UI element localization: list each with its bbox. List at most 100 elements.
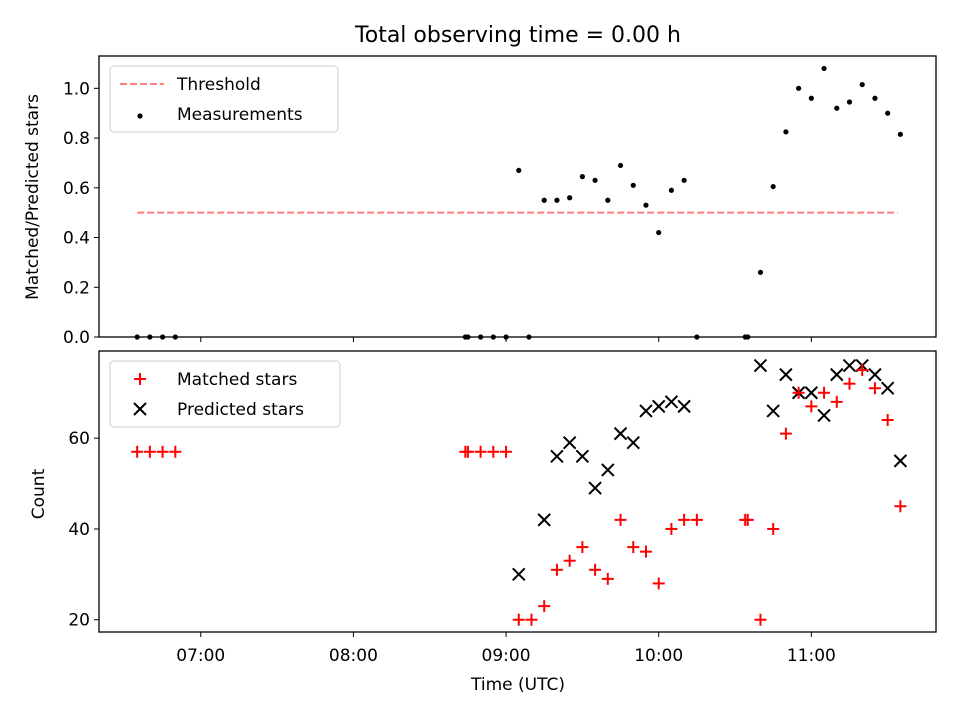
matched-point [525,613,538,626]
top-y-tick-label: 0.6 [63,179,90,199]
bottom-legend: Matched stars Predicted stars [109,360,341,428]
predicted-point [842,358,857,373]
predicted-point [601,463,615,477]
matched-point [474,445,487,458]
top-axes-frame [98,55,937,338]
predicted-point-stroke [893,454,908,468]
predicted-point [575,449,590,464]
predicted-point-stroke [613,426,628,441]
predicted-point [677,399,691,414]
matched-point [741,513,754,526]
matched-point [461,445,474,458]
measurement-point [579,174,585,180]
bottom-legend-box [109,360,341,428]
bottom-x-tick-label: 07:00 [176,646,225,666]
matched-point [500,445,513,458]
predicted-point [626,435,640,450]
measurement-point [643,202,649,208]
measurement-point [821,65,827,72]
matched-point [639,545,652,558]
bottom-x-tick-label: 08:00 [329,646,378,666]
ratio-panel: Total observing time = 0.00 h Matched/Pr… [23,23,937,348]
threshold-legend-label: Threshold [176,75,261,95]
matched-point [690,513,703,526]
x-axis-label: Time (UTC) [470,675,565,695]
predicted-point [753,358,768,373]
matched-point [805,400,818,413]
bottom-x-tick-label: 11:00 [787,646,836,666]
predicted-point-stroke [868,367,882,382]
matched-point [169,445,182,458]
predicted-point [880,381,895,395]
top-y-tick-label: 1.0 [63,79,90,99]
measurement-point [592,177,598,183]
bottom-y-tick-label: 20 [68,611,90,631]
predicted-point-stroke [677,399,691,414]
measurement-point [516,167,522,173]
predicted-point [639,404,653,418]
measurement-point [834,105,840,111]
bottom-x-tick-label: 09:00 [482,646,531,666]
predicted-point [537,513,551,527]
matched-point [856,364,869,377]
measurement-point [656,229,662,236]
predicted-point-stroke [562,435,577,450]
predicted-legend-swatch [133,402,147,416]
matched-point [767,522,780,535]
predicted-point [651,399,666,414]
top-plot-area [134,65,903,340]
bottom-x-tick-label: 10:00 [634,646,683,666]
matched-point [830,395,843,408]
predicted-point-stroke [753,358,768,373]
bottom-plot-area [131,358,908,626]
matched-point [754,613,767,626]
predicted-point [893,454,908,468]
top-y-tick-label: 0.0 [63,328,90,348]
measurement-point [668,187,675,193]
measurement-point [770,183,776,190]
chart-title: Total observing time = 0.00 h [354,23,681,48]
matched-point [881,414,894,427]
predicted-point [766,404,780,418]
matched-point [678,513,691,526]
matched-point [487,445,500,458]
top-legend: Threshold Measurements [109,65,339,133]
predicted-point-stroke [830,367,844,382]
matched-point [614,513,627,526]
matched-point [512,613,525,626]
matched-point [818,386,831,399]
measurement-point [605,197,611,203]
predicted-point-stroke [817,408,831,423]
predicted-point-stroke [804,386,819,400]
predicted-point-stroke [601,463,615,477]
predicted-point [804,386,819,400]
matched-point [652,577,665,590]
measurement-point [630,182,636,188]
measurement-point [859,81,865,88]
measurement-point [846,99,853,105]
predicted-point-stroke [779,367,793,382]
measurement-point [567,195,573,201]
matched-point [156,445,169,458]
predicted-point-stroke [537,513,551,527]
predicted-point [830,367,844,382]
bottom-axes-frame [98,350,937,633]
matched-legend-label: Matched stars [177,370,297,390]
matched-point [143,445,156,458]
predicted-point-stroke [550,449,564,464]
predicted-point [550,449,564,464]
top-y-tick-label: 0.8 [63,129,90,149]
bottom-y-tick-label: 60 [68,429,90,449]
bottom-y-tick-label: 40 [68,520,90,540]
matched-point [665,522,678,535]
predicted-point-stroke [880,381,895,395]
predicted-point-stroke [842,358,857,373]
predicted-point [562,435,577,450]
measurement-point [681,177,687,183]
top-y-axis-label: Matched/Predicted stars [23,94,43,300]
matched-point [843,377,856,390]
predicted-point-stroke [664,395,679,409]
measurements-legend-swatch [137,113,143,119]
matched-point [563,554,576,567]
